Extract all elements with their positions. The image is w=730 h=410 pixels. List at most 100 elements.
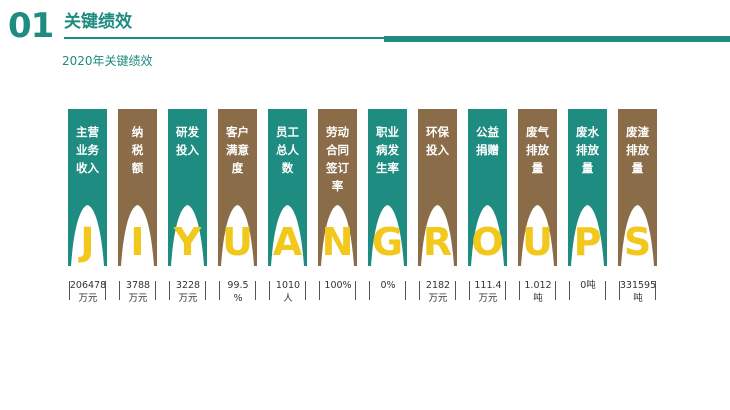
kpi-card: 纳 税 额 I: [118, 109, 157, 266]
kpi-card: 职业 病发 生率 G: [368, 109, 407, 266]
kpi-value-divider: [369, 281, 370, 300]
kpi-card: 劳动 合同 签订 率 N: [318, 109, 357, 266]
kpi-value-unit: 万元: [78, 293, 98, 304]
kpi-value: 331595 吨: [611, 279, 666, 305]
kpi-value: 0%: [361, 279, 416, 292]
kpi-value: 111.4 万元: [461, 279, 516, 305]
section-title: 关键绩效: [64, 12, 132, 32]
kpi-value-unit: 万元: [428, 293, 448, 304]
kpi-card-band: [468, 109, 507, 266]
kpi-value-unit: 吨: [633, 293, 643, 304]
kpi-value-divider: [355, 281, 356, 300]
kpi-card: 环保 投入 R: [418, 109, 457, 266]
title-underline: [64, 37, 384, 39]
kpi-value-number: 2182: [425, 280, 451, 291]
kpi-value-divider: [205, 281, 206, 300]
kpi-card-band: [518, 109, 557, 266]
kpi-card-letter: Y: [173, 220, 202, 264]
kpi-card-band: [118, 109, 157, 266]
kpi-card-letter: J: [80, 220, 95, 264]
kpi-card: 废水 排放 量 P: [568, 109, 607, 266]
kpi-value-divider: [269, 281, 270, 300]
kpi-card-letter: S: [623, 220, 652, 264]
kpi-card-letter: I: [130, 220, 145, 264]
kpi-value-divider: [319, 281, 320, 300]
kpi-card-label: 员工 总人 数: [276, 125, 299, 175]
kpi-value-divider: [419, 281, 420, 300]
kpi-value-unit: 万元: [178, 293, 198, 304]
kpi-card: 研发 投入 Y: [168, 109, 207, 266]
kpi-value-number: 3788: [125, 280, 151, 291]
kpi-card-label: 职业 病发 生率: [376, 125, 399, 175]
kpi-value-number: 99.5: [227, 280, 249, 291]
kpi-card-label: 废气 排放 量: [526, 125, 549, 175]
kpi-value-unit: 吨: [533, 293, 543, 304]
kpi-card-band: [618, 109, 657, 266]
kpi-value-divider: [455, 281, 456, 300]
kpi-card: 废气 排放 量 U: [518, 109, 557, 266]
kpi-value-divider: [255, 281, 256, 300]
kpi-value-divider: [405, 281, 406, 300]
kpi-card-label: 公益 捐赠: [476, 125, 499, 157]
kpi-value: 99.5%: [211, 279, 266, 305]
kpi-value-number: 0吨: [580, 280, 596, 291]
kpi-value-divider: [69, 281, 70, 300]
kpi-value-divider: [119, 281, 120, 300]
kpi-value-number: 1.012: [524, 280, 552, 291]
kpi-value: 3228 万元: [161, 279, 216, 305]
kpi-card: 公益 捐赠 O: [468, 109, 507, 266]
kpi-value-divider: [505, 281, 506, 300]
kpi-value-unit: 人: [283, 293, 293, 304]
header-accent-bar: [384, 36, 730, 42]
kpi-value: 100%: [311, 279, 366, 292]
kpi-value-divider: [605, 281, 606, 300]
kpi-card-label: 废水 排放 量: [576, 125, 599, 175]
kpi-value-divider: [469, 281, 470, 300]
kpi-card-letter: R: [422, 220, 453, 264]
kpi-card-band: [268, 109, 307, 266]
kpi-card-letter: P: [573, 220, 602, 264]
section-number: 01: [8, 6, 54, 46]
kpi-value-unit: 万元: [478, 293, 498, 304]
kpi-value-divider: [105, 281, 106, 300]
kpi-value: 2182 万元: [411, 279, 466, 305]
kpi-value-number: 100%: [324, 280, 352, 291]
kpi-card: 员工 总人 数 A: [268, 109, 307, 266]
kpi-value-divider: [155, 281, 156, 300]
kpi-card: 客户 满意 度 U: [218, 109, 257, 266]
kpi-value-number: 206478: [69, 280, 107, 291]
kpi-value-number: 111.4: [474, 280, 502, 291]
kpi-value-divider: [519, 281, 520, 300]
kpi-value-divider: [655, 281, 656, 300]
kpi-card-band: [318, 109, 357, 266]
kpi-card-label: 劳动 合同 签订 率: [326, 125, 349, 193]
kpi-card-letter: A: [272, 220, 303, 264]
kpi-card-label: 客户 满意 度: [226, 125, 249, 175]
kpi-value-number: 331595: [619, 280, 657, 291]
kpi-value-divider: [555, 281, 556, 300]
kpi-value-number: 0%: [380, 280, 396, 291]
kpi-value-divider: [619, 281, 620, 300]
kpi-value-divider: [169, 281, 170, 300]
kpi-card-label: 废渣 排放 量: [626, 125, 649, 175]
kpi-card-letter: U: [222, 220, 253, 264]
section-subtitle: 2020年关键绩效: [62, 54, 153, 68]
kpi-value: 3788 万元: [111, 279, 166, 305]
kpi-value-divider: [305, 281, 306, 300]
kpi-value-unit: 万元: [128, 293, 148, 304]
kpi-value-divider: [219, 281, 220, 300]
kpi-card-band: [368, 109, 407, 266]
kpi-card-label: 纳 税 额: [131, 125, 144, 175]
kpi-card: 主营 业务 收入 J: [68, 109, 107, 266]
kpi-card-letter: U: [522, 220, 553, 264]
kpi-card-label: 主营 业务 收入: [76, 125, 99, 175]
kpi-value-divider: [569, 281, 570, 300]
kpi-value: 1010 人: [261, 279, 316, 305]
kpi-card-band: [168, 109, 207, 266]
kpi-value: 206478 万元: [61, 279, 116, 305]
kpi-value: 1.012 吨: [511, 279, 566, 305]
kpi-value-number: 1010: [275, 280, 301, 291]
kpi-card-letter: N: [321, 220, 354, 264]
kpi-value-number: 3228: [175, 280, 201, 291]
kpi-card-band: [418, 109, 457, 266]
